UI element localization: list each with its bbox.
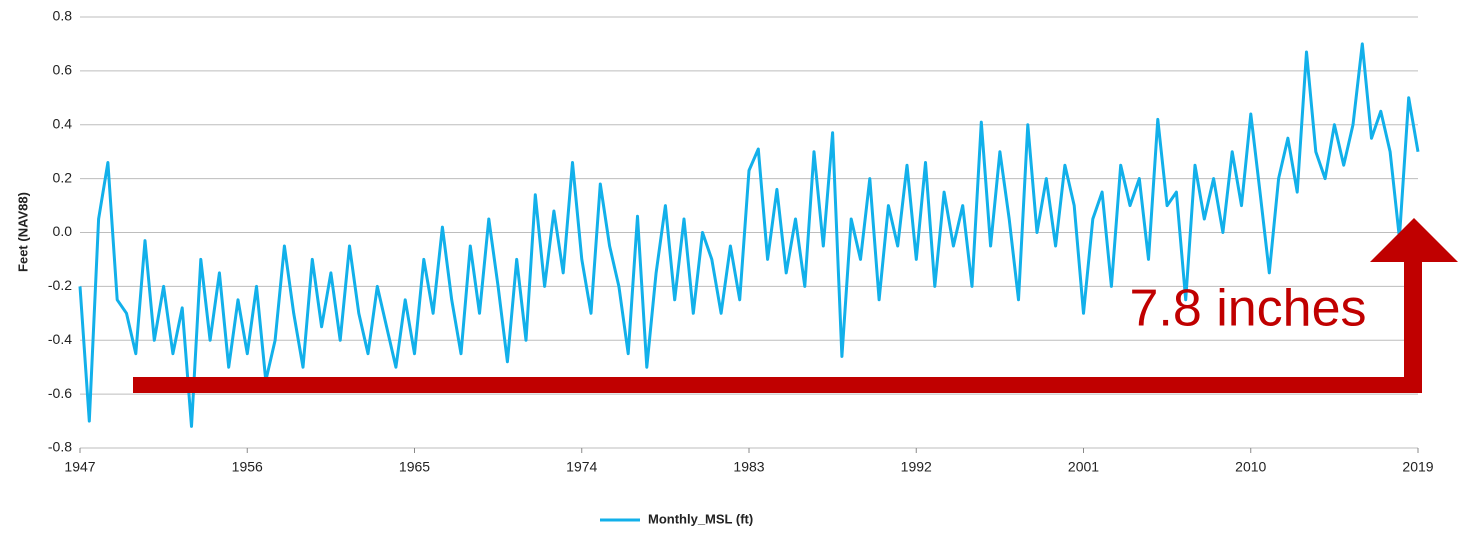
y-axis-label: Feet (NAV88) bbox=[15, 192, 30, 272]
x-tick-label: 1974 bbox=[566, 459, 597, 475]
y-tick-label: 0.8 bbox=[53, 8, 73, 24]
y-tick-label: 0.2 bbox=[53, 169, 73, 185]
x-tick-label: 2010 bbox=[1235, 459, 1266, 475]
y-tick-label: -0.2 bbox=[48, 277, 72, 293]
y-tick-label: -0.4 bbox=[48, 331, 72, 347]
x-tick-label: 1983 bbox=[733, 459, 764, 475]
legend-label: Monthly_MSL (ft) bbox=[648, 511, 753, 526]
arrow bbox=[133, 218, 1458, 393]
x-tick-label: 2001 bbox=[1068, 459, 1099, 475]
x-tick-label: 1947 bbox=[64, 459, 95, 475]
arrow-shaft bbox=[133, 377, 1422, 393]
arrow-shaft bbox=[1404, 258, 1422, 393]
annotation: 7.8 inches bbox=[1129, 280, 1366, 338]
y-tick-label: -0.8 bbox=[48, 439, 72, 455]
y-tick-label: 0.6 bbox=[53, 62, 73, 78]
x-tick-label: 1992 bbox=[901, 459, 932, 475]
y-tick-label: -0.6 bbox=[48, 385, 72, 401]
x-tick-label: 1965 bbox=[399, 459, 430, 475]
data-line bbox=[78, 42, 1420, 428]
x-tick-label: 1956 bbox=[232, 459, 263, 475]
arrow-head bbox=[1370, 218, 1458, 262]
x-tick-label: 2019 bbox=[1402, 459, 1433, 475]
plot-area: -0.8 -0.6 -0.4 -0.2 0.0 0.2 0.4 0.6 0.8 1947 1956 1… bbox=[48, 8, 1434, 527]
y-tick-label: 0.4 bbox=[53, 115, 73, 131]
y-tick-label: 0.0 bbox=[53, 223, 73, 239]
